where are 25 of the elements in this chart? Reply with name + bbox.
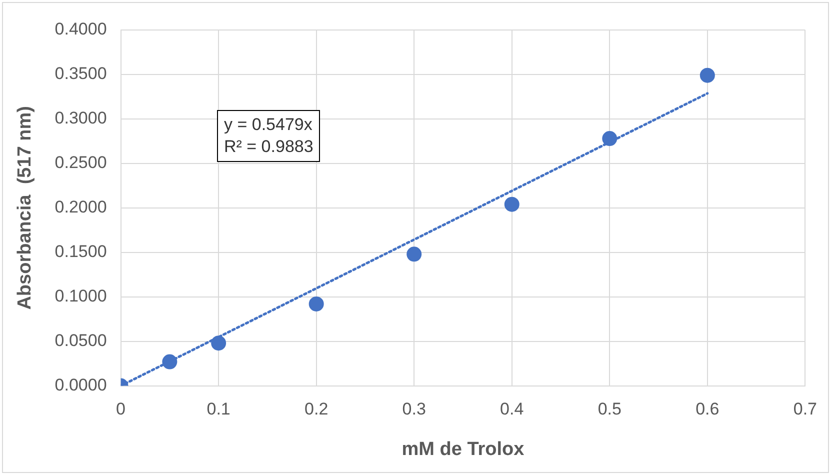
x-axis-title: mM de Trolox (402, 438, 525, 460)
y-tick-label: 0.2000 (54, 198, 107, 217)
y-tick-label: 0.0000 (54, 375, 107, 394)
y-tick-label: 0.0500 (54, 331, 107, 350)
x-tick-label: 0.3 (402, 400, 426, 419)
y-axis-title: Absorbancia (517 nm) (14, 106, 36, 310)
point (308, 296, 324, 312)
x-tick-label: 0.1 (206, 400, 230, 419)
x-tick-label: 0.6 (696, 400, 720, 419)
point (406, 246, 422, 262)
y-tick-label: 0.4000 (54, 20, 107, 39)
y-tick-label: 0.3000 (54, 108, 107, 128)
x-tick-label: 0.5 (598, 400, 622, 419)
x-tick-label: 0.2 (304, 400, 328, 419)
y-tick-label: 0.3500 (54, 64, 107, 84)
x-tick-label: 0.4 (500, 400, 524, 419)
point (700, 68, 715, 83)
x-tick-label: 0 (116, 400, 126, 419)
x-tick-label: 0.7 (793, 400, 818, 419)
point (504, 196, 520, 212)
y-tick-label: 0.2500 (54, 153, 107, 172)
y-tick-label: 0.1500 (54, 242, 107, 262)
annotation: R² = 0.9883 (224, 136, 314, 158)
y-tick-label: 0.1000 (54, 286, 107, 306)
annotation: y = 0.5479x (224, 114, 314, 136)
